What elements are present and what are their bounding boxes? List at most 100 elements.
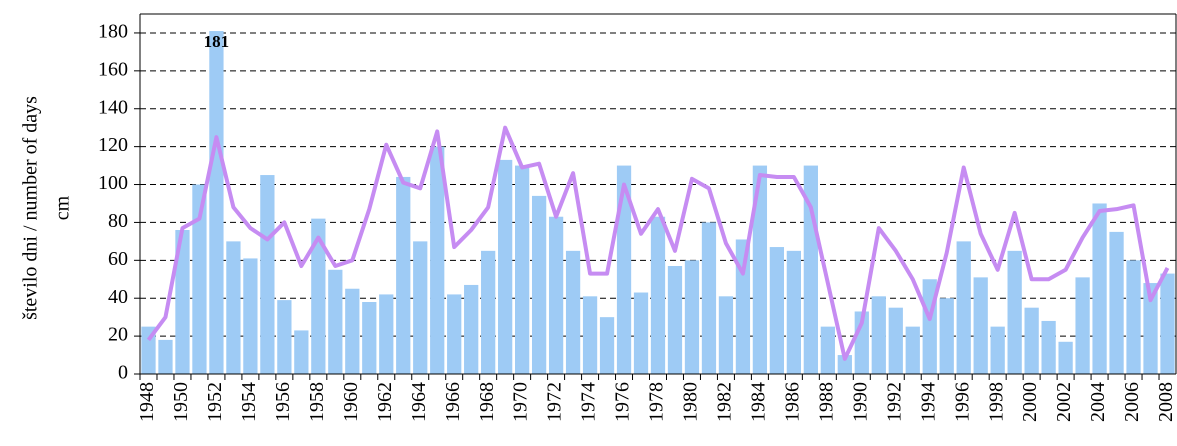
bar [820,326,835,374]
bar [141,326,156,374]
bar [1007,250,1022,374]
x-tick-label: 1982 [714,382,736,422]
x-tick-label: 1962 [374,382,396,422]
x-tick-label: 1990 [849,382,871,422]
x-tick-label: 1994 [917,382,939,422]
bar [786,250,802,374]
bar [447,294,462,374]
bar [226,241,241,374]
y-tick-label: 60 [108,248,128,270]
x-tick-label: 1978 [646,382,668,422]
bar [871,296,886,374]
bar [701,222,717,374]
bar [718,296,734,374]
y-tick-label: 0 [118,362,128,384]
x-tick-label: 2008 [1155,382,1177,422]
bar [192,184,207,374]
x-tick-label: 1988 [815,382,837,422]
bar [413,241,428,374]
bar [430,146,445,374]
bar [888,307,903,374]
bar [1092,203,1107,374]
bar [548,216,564,374]
x-tick-label: 1996 [951,382,973,422]
y-axis-title: cm [52,195,74,220]
bar [1024,307,1039,374]
bar [260,175,275,374]
bar [599,317,615,374]
bar [735,239,751,374]
y-tick-label: 140 [98,96,128,118]
x-tick-label: 1974 [578,382,600,422]
bar [277,300,292,374]
x-tick-label: 1964 [408,382,430,422]
y-tick-label: 180 [98,21,128,43]
bar [939,298,954,374]
x-tick-label: 2000 [1019,382,1041,422]
bar [905,326,920,374]
x-tick-label: 1976 [612,382,634,422]
value-label: 181 [204,32,230,51]
x-tick-label: 1966 [442,382,464,422]
y-tick-label: 120 [98,134,128,156]
bar [1075,277,1090,374]
y-axis-title: število dni / number of days [20,96,42,320]
bar [1143,283,1158,374]
y-tick-label: 20 [108,324,128,346]
bar [362,302,377,374]
y-tick-label: 40 [108,286,128,308]
bar [752,165,768,374]
bar [498,159,513,374]
bar [209,31,224,374]
x-tick-label: 1952 [204,382,226,422]
y-tick-label: 80 [108,210,128,232]
bar [1109,231,1124,374]
x-tick-label: 1986 [781,382,803,422]
bar [345,288,360,374]
bar [565,250,581,374]
x-tick-label: 2006 [1121,382,1143,422]
x-tick-label: 1958 [306,382,328,422]
x-tick-label: 1960 [340,382,362,422]
bar [1041,320,1056,374]
bar [1058,341,1073,374]
bar [175,230,190,374]
bar [514,165,530,374]
bar [633,292,649,374]
bar [464,284,479,374]
line [146,125,1170,361]
bar [531,195,547,374]
x-tick-label: 1992 [883,382,905,422]
bar [582,296,598,374]
bar [956,241,971,374]
bar [158,339,173,374]
bar [616,165,632,374]
x-tick-label: 1972 [544,382,566,422]
x-tick-label: 1956 [272,382,294,422]
y-tick-label: 160 [98,58,128,80]
x-tick-label: 1948 [136,382,158,422]
bar [379,294,394,374]
bar [684,260,700,374]
bar [973,277,988,374]
bar [1126,260,1141,374]
x-tick-label: 1950 [170,382,192,422]
bar [650,216,666,374]
x-tick-label: 1954 [238,382,260,422]
x-tick-label: 1984 [747,382,769,422]
bar [243,258,258,374]
bar [294,330,309,374]
y-tick-label: 100 [98,172,128,194]
x-tick-label: 1980 [680,382,702,422]
x-tick-label: 2002 [1053,382,1075,422]
x-tick-label: 1970 [510,382,532,422]
bar [481,250,496,374]
bar [837,355,852,374]
bar [396,176,411,374]
bar [311,218,326,374]
x-tick-label: 1998 [985,382,1007,422]
bar [769,247,785,374]
bar [990,326,1005,374]
bar [1160,273,1175,374]
